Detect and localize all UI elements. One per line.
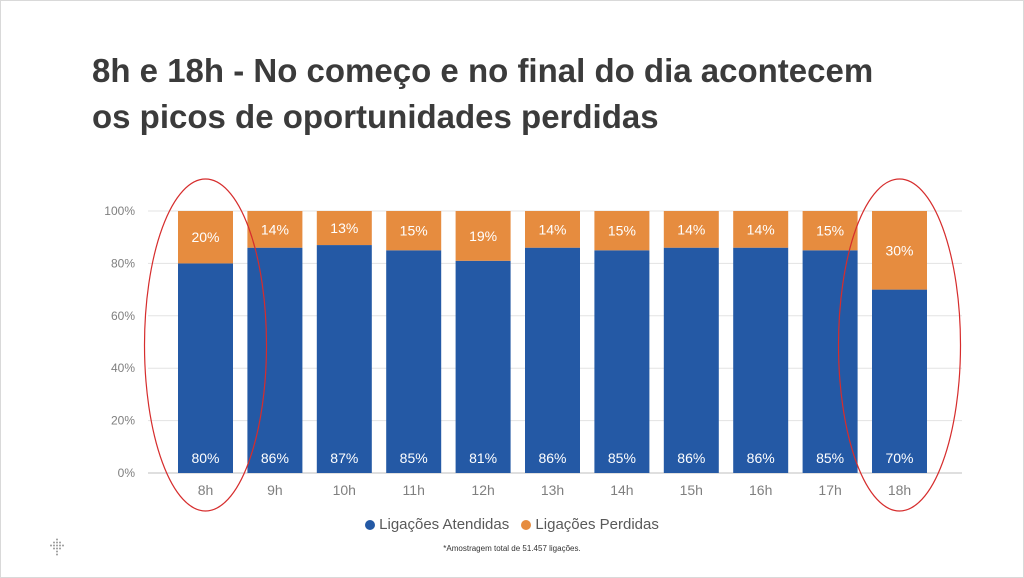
data-label-atendidas: 85%: [816, 450, 844, 466]
data-label-atendidas: 86%: [677, 450, 705, 466]
bar-perdidas: [525, 211, 580, 248]
x-tick-label: 12h: [471, 482, 494, 498]
data-label-atendidas: 85%: [608, 450, 636, 466]
highlight-ellipses: [143, 178, 962, 512]
bar-perdidas: [455, 211, 511, 261]
bar-atendidas: [733, 247, 789, 473]
chart-bars: 80% 20% 86% 14% 87% 13% 85% 15% 81% 19% 86% 14% 85% 1…: [178, 211, 927, 473]
bar-perdidas: [178, 211, 233, 264]
y-tick-label: 60%: [111, 309, 135, 323]
bar-perdidas: [733, 211, 789, 248]
data-label-perdidas: 19%: [469, 228, 497, 244]
legend-label-atendidas: Ligações Atendidas: [379, 516, 510, 533]
highlight-ellipse: [143, 178, 268, 512]
brand-logo-icon: [50, 538, 64, 556]
y-tick-label: 100%: [104, 204, 135, 218]
data-label-perdidas: 30%: [885, 242, 913, 258]
data-label-perdidas: 14%: [747, 221, 775, 237]
bar-atendidas: [594, 250, 650, 473]
bar-atendidas: [316, 245, 372, 473]
chart-legend: Ligações Atendidas Ligações Perdidas: [0, 516, 1024, 533]
bar-atendidas: [872, 289, 927, 473]
title-line-1: 8h e 18h - No começo e no final do dia a…: [92, 52, 874, 89]
y-tick-label: 0%: [118, 466, 136, 480]
data-label-atendidas: 87%: [330, 450, 358, 466]
data-label-perdidas: 14%: [677, 221, 705, 237]
data-label-perdidas: 15%: [608, 223, 636, 239]
legend-label-perdidas: Ligações Perdidas: [535, 516, 659, 533]
bar-perdidas: [663, 211, 719, 248]
y-tick-label: 40%: [111, 361, 135, 375]
bar-perdidas: [872, 211, 927, 290]
data-label-atendidas: 70%: [885, 450, 913, 466]
data-label-atendidas: 85%: [400, 450, 428, 466]
x-tick-label: 11h: [403, 482, 425, 498]
x-tick-label: 10h: [333, 482, 356, 498]
x-tick-label: 8h: [198, 482, 214, 498]
y-tick-label: 20%: [111, 414, 135, 428]
bar-perdidas: [802, 211, 858, 251]
bar-atendidas: [663, 247, 719, 473]
data-label-perdidas: 13%: [330, 220, 358, 236]
data-label-atendidas: 86%: [261, 450, 289, 466]
data-label-perdidas: 15%: [400, 223, 428, 239]
bar-perdidas: [316, 211, 372, 246]
bar-perdidas: [594, 211, 650, 251]
x-axis: 8h 9h 10h 11h 12h 13h 14h 15h 16h 17h 18h: [198, 482, 911, 498]
highlight-ellipse: [837, 178, 962, 512]
data-label-atendidas: 81%: [469, 450, 497, 466]
legend-swatch-perdidas: [521, 520, 532, 530]
x-tick-label: 17h: [818, 482, 841, 498]
data-label-atendidas: 80%: [191, 450, 219, 466]
bar-atendidas: [386, 250, 442, 473]
x-tick-label: 13h: [541, 482, 564, 498]
slide-title: 8h e 18h - No começo e no final do dia a…: [92, 48, 972, 140]
footnote: *Amostragem total de 51.457 ligações.: [443, 544, 581, 553]
y-axis: 0% 20% 40% 60% 80% 100%: [104, 204, 135, 480]
bar-atendidas: [178, 263, 233, 473]
x-tick-label: 16h: [749, 482, 772, 498]
data-label-atendidas: 86%: [538, 450, 566, 466]
data-label-perdidas: 14%: [538, 221, 566, 237]
bar-perdidas: [386, 211, 442, 251]
x-tick-label: 14h: [610, 482, 633, 498]
bar-atendidas: [455, 260, 511, 473]
legend-swatch-atendidas: [365, 520, 376, 530]
data-label-atendidas: 86%: [747, 450, 775, 466]
data-label-perdidas: 14%: [261, 221, 289, 237]
bar-atendidas: [525, 247, 580, 473]
x-tick-label: 9h: [267, 482, 283, 498]
data-label-perdidas: 15%: [816, 223, 844, 239]
legend-item-perdidas: Ligações Perdidas: [521, 516, 659, 533]
title-line-2: os picos de oportunidades perdidas: [92, 98, 659, 135]
legend-item-atendidas: Ligações Atendidas: [365, 516, 509, 533]
y-tick-label: 80%: [111, 256, 135, 270]
x-tick-label: 18h: [888, 482, 911, 498]
bar-perdidas: [247, 211, 303, 248]
x-tick-label: 15h: [680, 482, 703, 498]
data-label-perdidas: 20%: [191, 229, 219, 245]
